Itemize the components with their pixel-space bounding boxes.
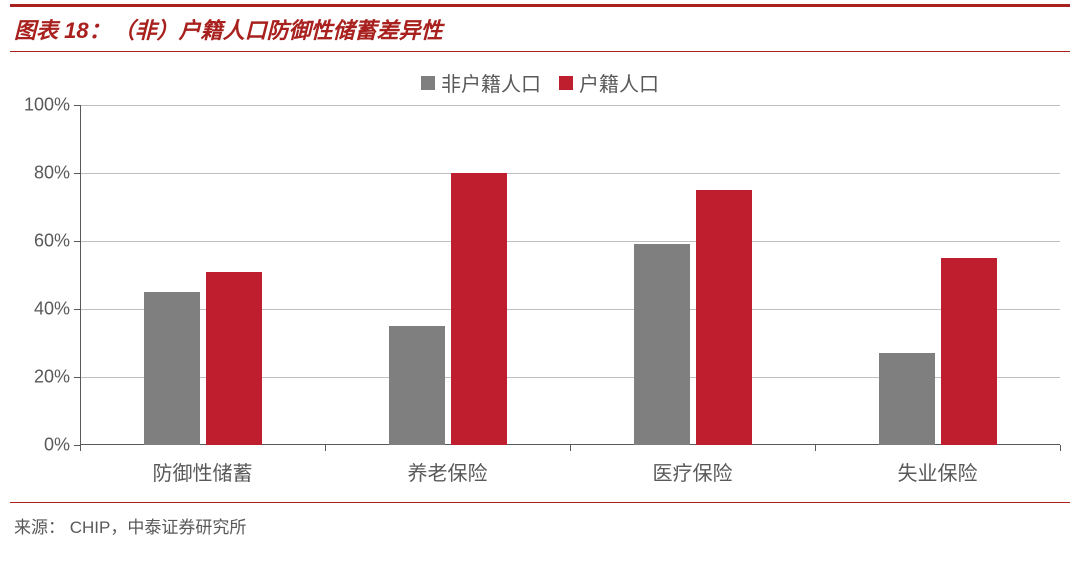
y-axis-label: 60% bbox=[34, 231, 70, 252]
y-axis-label: 100% bbox=[24, 95, 70, 116]
x-axis-label: 防御性储蓄 bbox=[153, 457, 253, 486]
x-axis-label: 养老保险 bbox=[408, 457, 488, 486]
bar bbox=[879, 353, 935, 445]
bar bbox=[634, 244, 690, 445]
y-axis-label: 40% bbox=[34, 299, 70, 320]
y-axis-label: 0% bbox=[44, 435, 70, 456]
x-tick bbox=[1060, 445, 1061, 451]
gridline bbox=[80, 241, 1060, 242]
chart-legend: 非户籍人口 户籍人口 bbox=[20, 62, 1060, 105]
gridline bbox=[80, 173, 1060, 174]
gridline bbox=[80, 105, 1060, 106]
legend-item-hukou: 户籍人口 bbox=[559, 68, 659, 97]
x-axis-labels: 防御性储蓄 养老保险 医疗保险 失业保险 bbox=[80, 445, 1060, 485]
y-axis-line bbox=[80, 105, 81, 445]
figure-title: （非）户籍人口防御性储蓄差异性 bbox=[113, 13, 443, 45]
figure-source: 来源： CHIP，中泰证券研究所 bbox=[10, 502, 1070, 542]
bar bbox=[206, 272, 262, 445]
legend-label: 户籍人口 bbox=[579, 68, 659, 97]
bar bbox=[144, 292, 200, 445]
legend-label: 非户籍人口 bbox=[441, 68, 541, 97]
figure-number: 图表 18： bbox=[14, 13, 111, 45]
source-text: CHIP，中泰证券研究所 bbox=[70, 518, 247, 537]
bar bbox=[696, 190, 752, 445]
y-axis-label: 80% bbox=[34, 163, 70, 184]
x-axis-label: 失业保险 bbox=[898, 457, 978, 486]
bar bbox=[941, 258, 997, 445]
source-label: 来源： bbox=[14, 518, 65, 537]
legend-swatch-icon bbox=[559, 76, 573, 90]
legend-swatch-icon bbox=[421, 76, 435, 90]
figure-container: 图表 18： （非）户籍人口防御性储蓄差异性 非户籍人口 户籍人口 0%20%4… bbox=[0, 0, 1080, 566]
bar bbox=[451, 173, 507, 445]
y-axis-label: 20% bbox=[34, 367, 70, 388]
bar bbox=[389, 326, 445, 445]
chart-area: 非户籍人口 户籍人口 0%20%40%60%80%100% 防御性储蓄养老保险医… bbox=[20, 62, 1060, 502]
figure-title-bar: 图表 18： （非）户籍人口防御性储蓄差异性 bbox=[10, 4, 1070, 52]
legend-item-nonhukou: 非户籍人口 bbox=[421, 68, 541, 97]
x-axis-label: 医疗保险 bbox=[653, 457, 733, 486]
chart-plot: 0%20%40%60%80%100% bbox=[80, 105, 1060, 445]
